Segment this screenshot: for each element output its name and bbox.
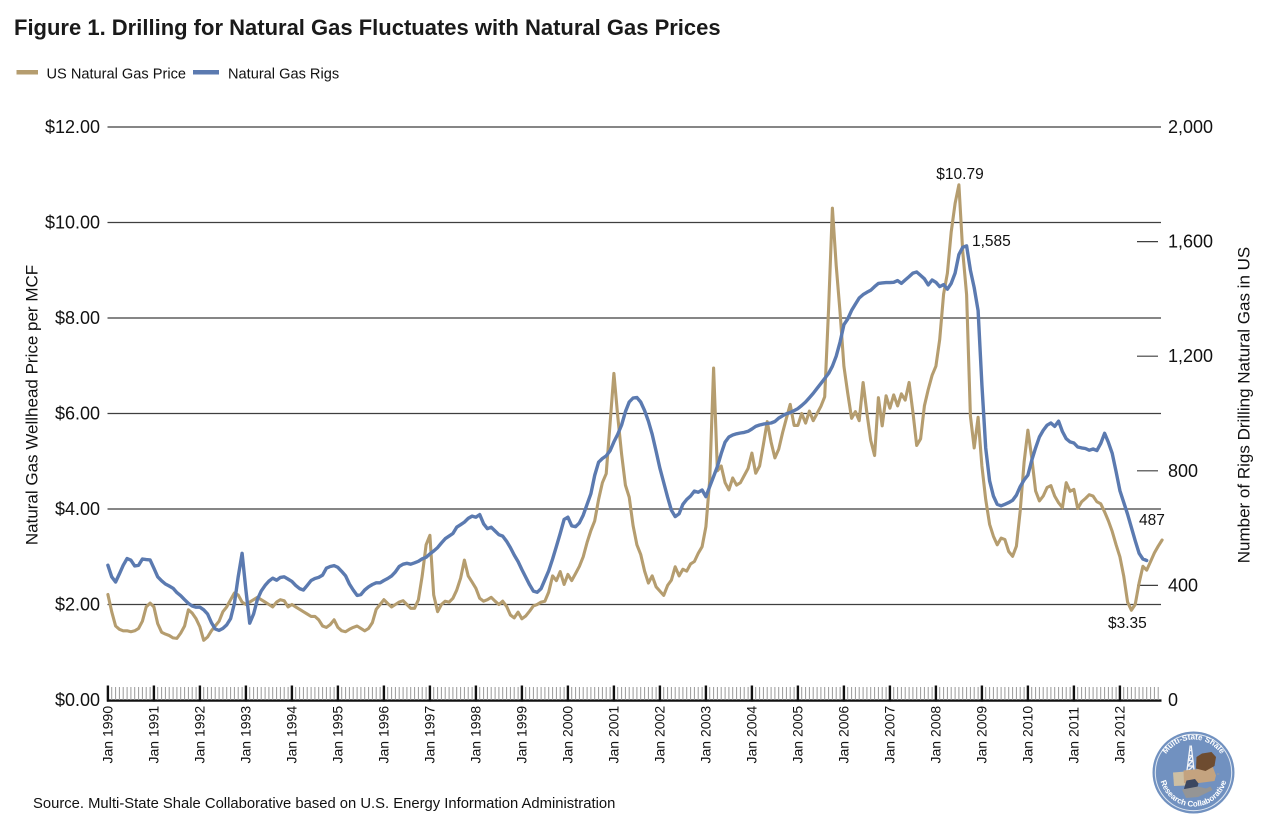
svg-text:Jan 2001: Jan 2001 — [605, 706, 621, 764]
svg-text:$8.00: $8.00 — [55, 308, 100, 328]
svg-text:0: 0 — [1168, 690, 1178, 710]
svg-text:Jan 1999: Jan 1999 — [513, 706, 529, 764]
svg-text:Jan 2008: Jan 2008 — [927, 706, 943, 764]
svg-text:Jan 1997: Jan 1997 — [421, 706, 437, 764]
svg-text:$3.35: $3.35 — [1108, 615, 1147, 632]
svg-text:Jan 2006: Jan 2006 — [835, 706, 851, 764]
svg-text:Jan 1992: Jan 1992 — [191, 706, 207, 764]
svg-text:Source. Multi-State Shale Coll: Source. Multi-State Shale Collaborative … — [33, 796, 615, 812]
svg-text:Jan 2009: Jan 2009 — [973, 706, 989, 764]
svg-text:Jan 2005: Jan 2005 — [789, 706, 805, 764]
svg-text:$6.00: $6.00 — [55, 404, 100, 424]
svg-text:487: 487 — [1139, 512, 1165, 529]
svg-text:Jan 1991: Jan 1991 — [145, 706, 161, 764]
svg-text:$10.00: $10.00 — [45, 213, 100, 233]
svg-text:Jan 1993: Jan 1993 — [237, 706, 253, 764]
svg-text:Natural Gas Wellhead Price per: Natural Gas Wellhead Price per MCF — [23, 265, 42, 545]
svg-text:Jan 1998: Jan 1998 — [467, 706, 483, 764]
svg-text:Jan 1994: Jan 1994 — [283, 706, 299, 764]
svg-text:Jan 2004: Jan 2004 — [743, 706, 759, 764]
svg-text:Natural Gas Rigs: Natural Gas Rigs — [228, 67, 339, 83]
svg-text:Jan 2003: Jan 2003 — [697, 706, 713, 764]
svg-text:400: 400 — [1168, 575, 1198, 595]
svg-text:Jan 2007: Jan 2007 — [881, 706, 897, 764]
svg-text:2,000: 2,000 — [1168, 117, 1213, 137]
svg-text:Jan 2011: Jan 2011 — [1065, 707, 1081, 764]
svg-text:Jan 1996: Jan 1996 — [375, 706, 391, 764]
svg-text:US Natural Gas Price: US Natural Gas Price — [47, 67, 187, 83]
svg-text:$12.00: $12.00 — [45, 117, 100, 137]
svg-text:Jan 2000: Jan 2000 — [559, 706, 575, 764]
svg-text:Jan 2010: Jan 2010 — [1019, 706, 1035, 764]
svg-text:Number of Rigs Drilling Natura: Number of Rigs Drilling Natural Gas in U… — [1235, 247, 1254, 564]
svg-text:Jan 2002: Jan 2002 — [651, 706, 667, 764]
svg-text:$4.00: $4.00 — [55, 499, 100, 519]
svg-text:800: 800 — [1168, 461, 1198, 481]
svg-text:Jan 1990: Jan 1990 — [99, 706, 115, 764]
svg-text:Jan 2012: Jan 2012 — [1111, 706, 1127, 764]
svg-text:1,200: 1,200 — [1168, 346, 1213, 366]
svg-text:Figure 1. Drilling for Natural: Figure 1. Drilling for Natural Gas Fluct… — [14, 15, 721, 40]
svg-text:1,585: 1,585 — [972, 233, 1011, 250]
svg-text:$2.00: $2.00 — [55, 595, 100, 615]
svg-text:$0.00: $0.00 — [55, 690, 100, 710]
svg-text:$10.79: $10.79 — [936, 166, 983, 183]
svg-text:1,600: 1,600 — [1168, 232, 1213, 252]
svg-text:Jan 1995: Jan 1995 — [329, 706, 345, 764]
